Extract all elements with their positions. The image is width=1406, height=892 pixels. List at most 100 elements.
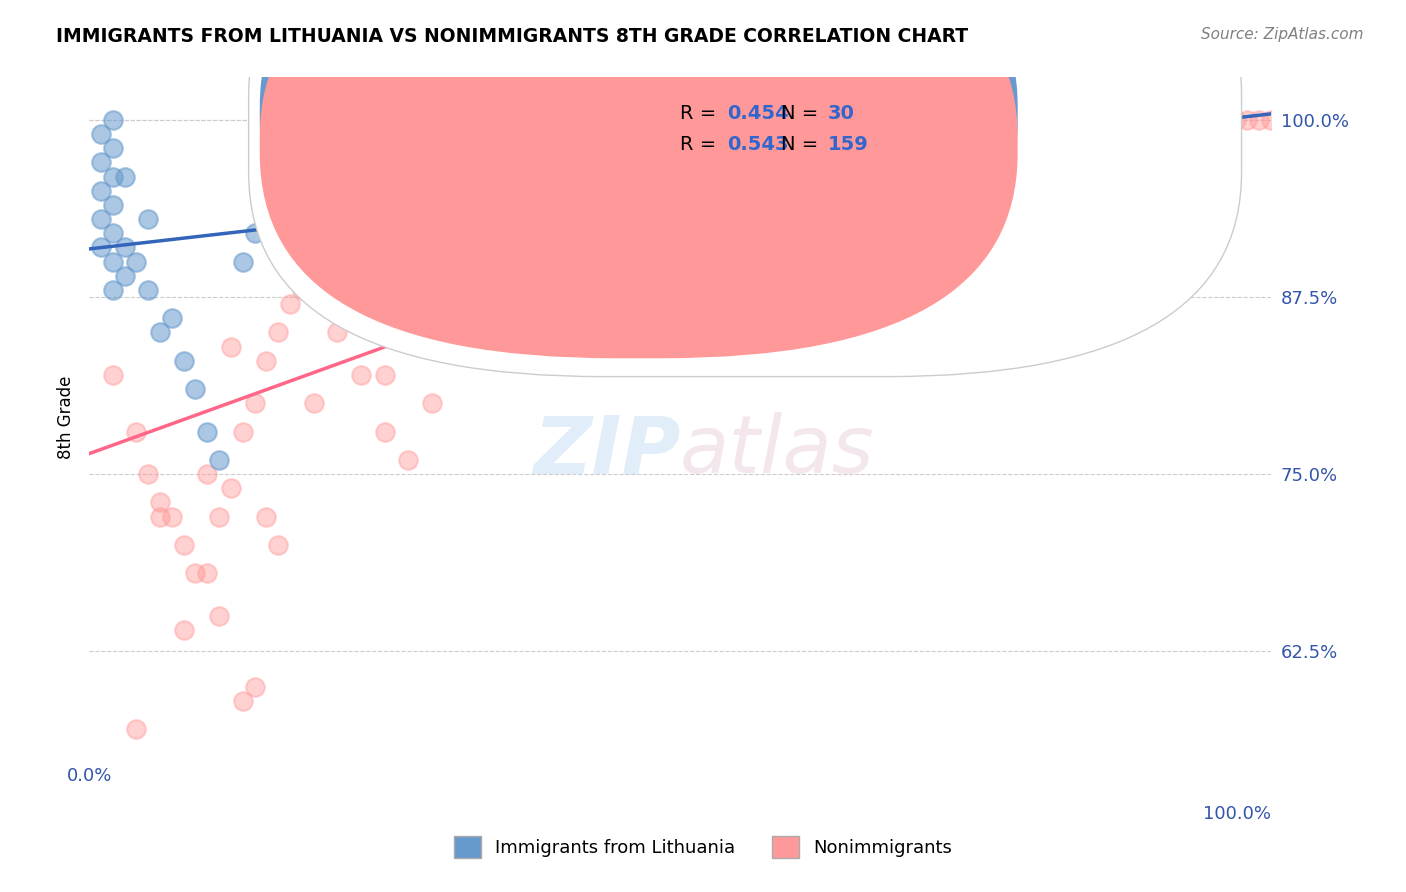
Point bbox=[1189, 112, 1212, 127]
Point bbox=[136, 212, 159, 227]
Point bbox=[846, 112, 869, 127]
Text: R =: R = bbox=[681, 104, 723, 123]
Point bbox=[409, 127, 432, 141]
Point bbox=[598, 227, 620, 241]
Point bbox=[811, 169, 834, 184]
Point bbox=[90, 240, 112, 254]
Point bbox=[1094, 112, 1116, 127]
Point bbox=[988, 127, 1011, 141]
Point bbox=[396, 127, 419, 141]
Point bbox=[385, 283, 408, 297]
Point bbox=[114, 240, 136, 254]
Point bbox=[444, 340, 467, 354]
Point bbox=[232, 254, 254, 268]
Point bbox=[267, 538, 290, 552]
Point bbox=[149, 326, 172, 340]
Point bbox=[173, 623, 195, 637]
Text: IMMIGRANTS FROM LITHUANIA VS NONIMMIGRANTS 8TH GRADE CORRELATION CHART: IMMIGRANTS FROM LITHUANIA VS NONIMMIGRAN… bbox=[56, 27, 969, 45]
Point bbox=[232, 694, 254, 708]
Point bbox=[149, 495, 172, 509]
Point bbox=[326, 198, 349, 212]
Point bbox=[314, 254, 336, 268]
Text: 0.543: 0.543 bbox=[727, 135, 789, 153]
Point bbox=[811, 141, 834, 155]
Text: Source: ZipAtlas.com: Source: ZipAtlas.com bbox=[1201, 27, 1364, 42]
Point bbox=[101, 198, 124, 212]
Point bbox=[219, 481, 242, 495]
Point bbox=[208, 453, 231, 467]
Point bbox=[267, 326, 290, 340]
Point bbox=[598, 184, 620, 198]
Point bbox=[90, 127, 112, 141]
Point bbox=[787, 141, 810, 155]
Point bbox=[1142, 112, 1164, 127]
Point bbox=[728, 212, 751, 227]
Point bbox=[374, 368, 396, 382]
Point bbox=[243, 227, 266, 241]
Point bbox=[538, 198, 561, 212]
Point bbox=[114, 169, 136, 184]
Point bbox=[1249, 112, 1271, 127]
Point bbox=[173, 353, 195, 368]
Point bbox=[374, 425, 396, 439]
Point bbox=[1166, 112, 1188, 127]
Point bbox=[1166, 112, 1188, 127]
Text: 30: 30 bbox=[828, 104, 855, 123]
Point bbox=[846, 184, 869, 198]
Point bbox=[752, 155, 775, 169]
Point bbox=[752, 169, 775, 184]
Point bbox=[893, 112, 915, 127]
Point bbox=[479, 268, 502, 283]
Point bbox=[941, 112, 963, 127]
Point bbox=[374, 240, 396, 254]
Point bbox=[160, 509, 183, 524]
Point bbox=[1201, 112, 1223, 127]
Point bbox=[114, 268, 136, 283]
Point bbox=[409, 311, 432, 326]
Point bbox=[314, 227, 336, 241]
Point bbox=[125, 254, 148, 268]
Point bbox=[1047, 112, 1070, 127]
Point bbox=[232, 425, 254, 439]
Point bbox=[965, 112, 987, 127]
FancyBboxPatch shape bbox=[260, 0, 1017, 327]
Point bbox=[195, 566, 218, 581]
Point bbox=[243, 396, 266, 410]
Point bbox=[965, 155, 987, 169]
Point bbox=[291, 283, 314, 297]
Point bbox=[574, 212, 596, 227]
Point bbox=[90, 155, 112, 169]
Point bbox=[101, 141, 124, 155]
Point bbox=[1047, 112, 1070, 127]
Point bbox=[574, 212, 596, 227]
Point bbox=[1130, 112, 1153, 127]
Point bbox=[704, 198, 727, 212]
Point bbox=[254, 127, 277, 141]
Point bbox=[929, 112, 952, 127]
Point bbox=[1083, 127, 1105, 141]
Point bbox=[704, 141, 727, 155]
Point bbox=[492, 254, 515, 268]
Point bbox=[693, 155, 716, 169]
Point bbox=[291, 268, 314, 283]
Point bbox=[1107, 112, 1129, 127]
Point bbox=[621, 155, 644, 169]
Point bbox=[101, 368, 124, 382]
Point bbox=[456, 268, 478, 283]
Point bbox=[610, 155, 633, 169]
Point bbox=[136, 283, 159, 297]
Point bbox=[468, 283, 491, 297]
Point bbox=[657, 184, 679, 198]
Point bbox=[562, 169, 585, 184]
Point bbox=[905, 141, 928, 155]
Y-axis label: 8th Grade: 8th Grade bbox=[58, 376, 75, 459]
Text: 159: 159 bbox=[828, 135, 869, 153]
Point bbox=[326, 326, 349, 340]
Point bbox=[633, 169, 655, 184]
Text: atlas: atlas bbox=[681, 412, 875, 491]
Point bbox=[492, 283, 515, 297]
Point bbox=[101, 169, 124, 184]
Point bbox=[586, 141, 609, 155]
Point bbox=[1024, 112, 1046, 127]
Point bbox=[763, 169, 786, 184]
